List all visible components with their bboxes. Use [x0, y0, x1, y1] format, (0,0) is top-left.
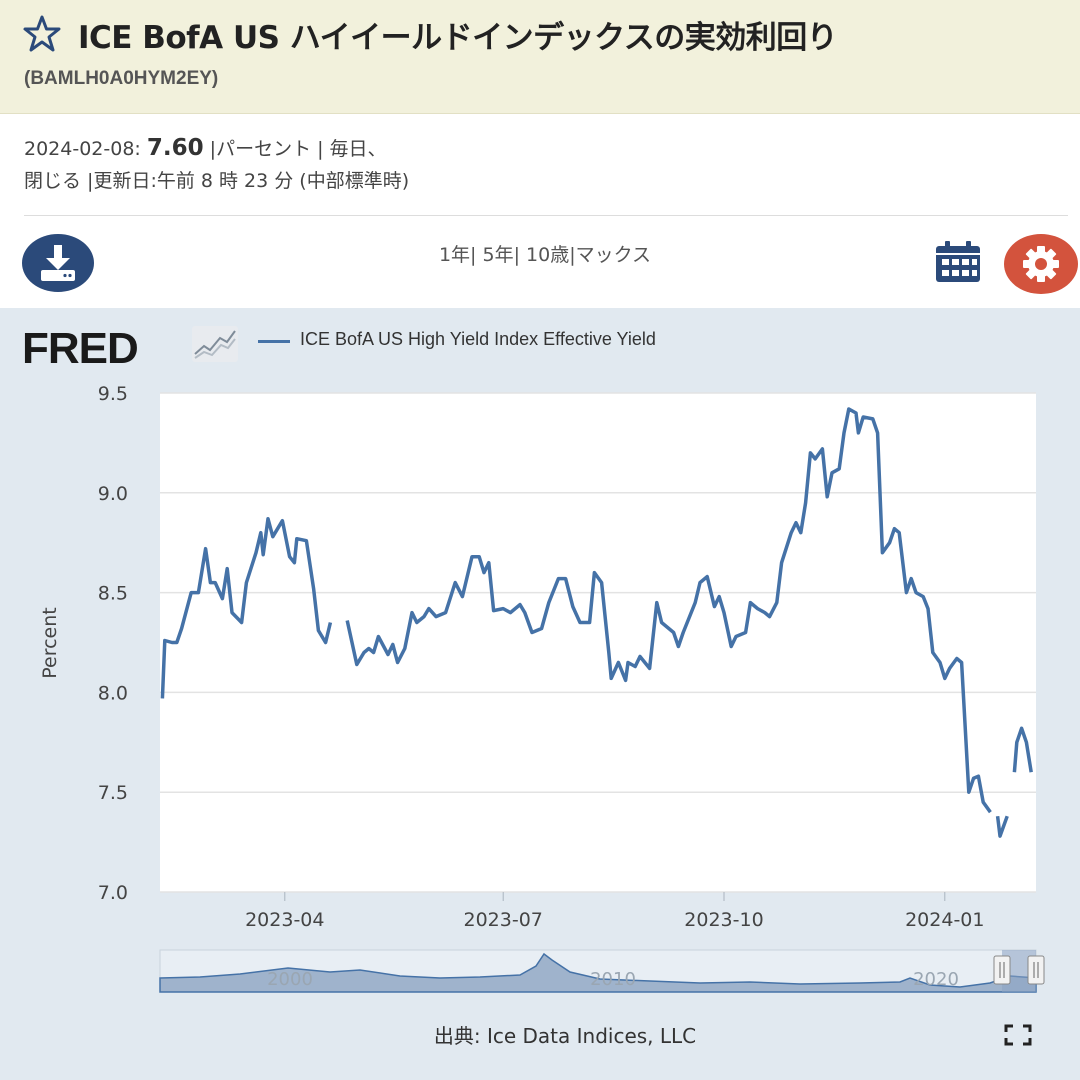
date-range-selector: 1年| 5年| 10歳|マックス: [0, 240, 1080, 267]
divider: [24, 215, 1068, 216]
download-icon: [41, 245, 75, 281]
series-id: (BAMLH0A0HYM2EY): [24, 68, 219, 89]
range-max[interactable]: マックス: [575, 244, 652, 266]
fred-graph-icon: [192, 326, 238, 362]
series-meta: 2024-02-08: 7.60 |パーセント | 毎日、 閉じる |更新日:午…: [24, 132, 409, 197]
legend-swatch: [258, 340, 290, 343]
calendar-icon[interactable]: [934, 240, 982, 284]
legend-label: ICE BofA US High Yield Index Effective Y…: [300, 329, 656, 349]
units-frequency: |パーセント | 毎日、: [203, 138, 387, 160]
observation-date: 2024-02-08:: [24, 138, 141, 160]
observation-value: 7.60: [146, 135, 204, 161]
page-title: ICE BofA US ハイイールドインデックスの実効利回り: [78, 20, 838, 56]
gear-icon: [1023, 246, 1059, 282]
chart-container: [0, 308, 1080, 1080]
fred-logo[interactable]: FRED: [22, 324, 139, 373]
page-header: ICE BofA US ハイイールドインデックスの実効利回り (BAMLH0A0…: [0, 0, 1080, 114]
range-1y[interactable]: 1年|: [438, 244, 477, 266]
fullscreen-icon[interactable]: [1004, 1024, 1032, 1046]
update-info: 閉じる |更新日:午前 8 時 23 分 (中部標準時): [24, 170, 410, 192]
settings-button[interactable]: [1004, 234, 1078, 294]
range-5y[interactable]: 5年|: [482, 244, 520, 266]
star-icon[interactable]: [22, 14, 62, 54]
download-button[interactable]: [22, 234, 94, 292]
source-credit: 出典: Ice Data Indices, LLC: [433, 1024, 697, 1048]
range-10y[interactable]: 10歳|: [526, 244, 576, 266]
